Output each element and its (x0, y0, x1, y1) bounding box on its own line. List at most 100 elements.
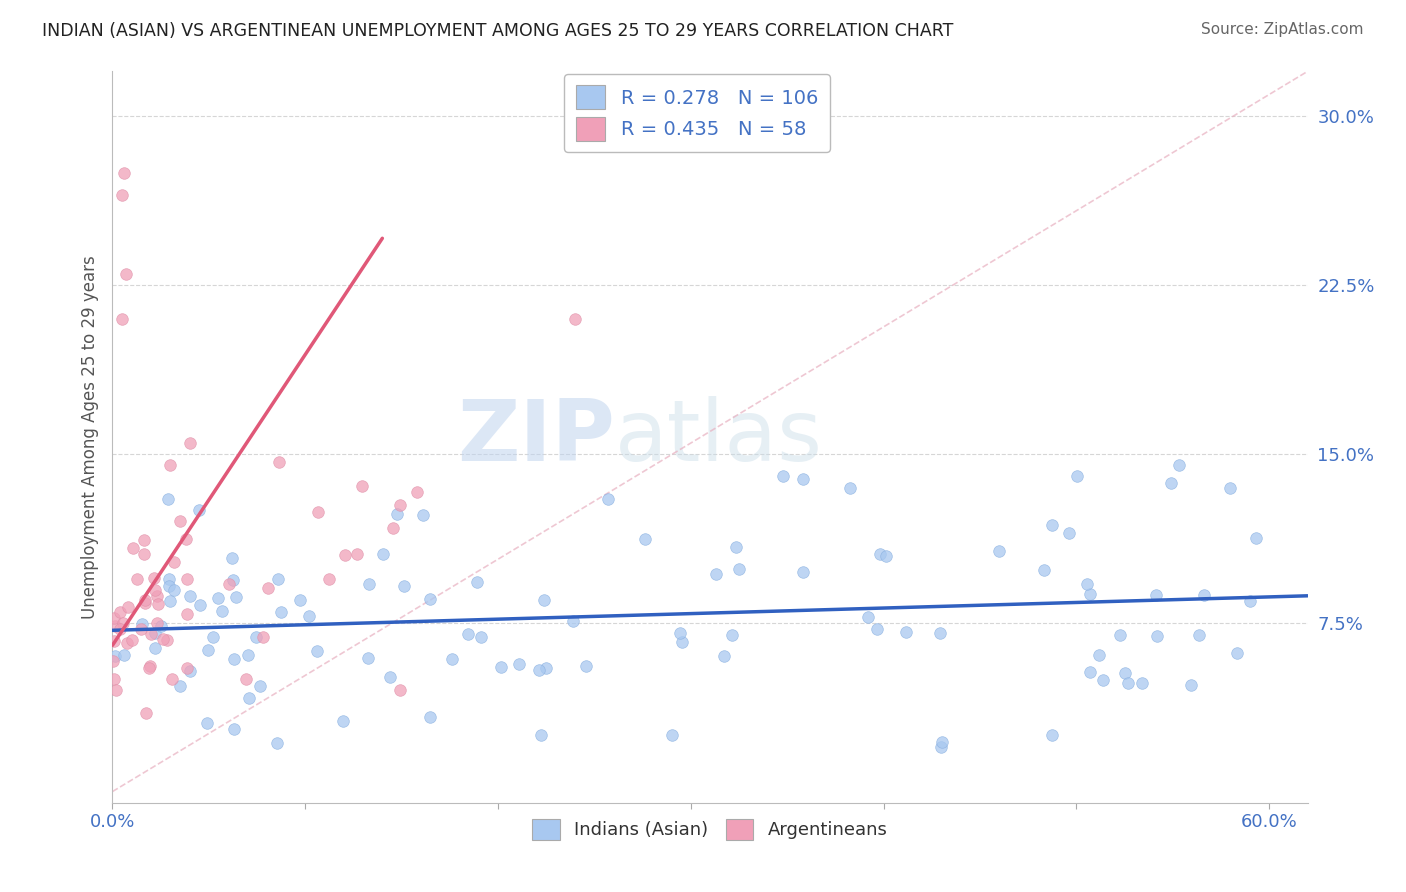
Point (222, 652, 245, 666)
Point (110, 606, 132, 620)
Point (121, 541, 143, 555)
Point (1144, 588, 1167, 602)
Point (225, 590, 247, 604)
Point (176, 607, 198, 621)
Point (176, 572, 198, 586)
Point (179, 435, 201, 450)
Point (134, 547, 156, 561)
Point (266, 736, 288, 750)
Point (127, 572, 149, 586)
Point (104, 619, 127, 633)
Point (134, 596, 156, 610)
Point (174, 532, 197, 546)
Point (159, 458, 181, 473)
Text: Source: ZipAtlas.com: Source: ZipAtlas.com (1201, 22, 1364, 37)
Point (508, 657, 530, 672)
Point (1180, 678, 1202, 692)
Point (929, 739, 952, 754)
Point (112, 648, 135, 662)
Point (270, 605, 292, 619)
Point (1168, 458, 1191, 473)
Point (356, 650, 378, 665)
Point (792, 472, 814, 486)
Point (533, 592, 555, 607)
Point (371, 548, 394, 562)
Point (298, 609, 321, 624)
Point (103, 672, 125, 686)
Point (138, 661, 160, 675)
Point (575, 658, 598, 673)
Point (412, 508, 434, 522)
Point (350, 478, 373, 492)
Text: ZIP: ZIP (457, 395, 614, 479)
Point (1108, 627, 1130, 641)
Point (1188, 628, 1211, 642)
Point (188, 598, 211, 612)
Point (179, 665, 201, 679)
Point (249, 679, 271, 693)
Point (382, 521, 405, 535)
Point (150, 618, 173, 632)
Point (121, 633, 143, 648)
Point (596, 491, 619, 506)
Text: atlas: atlas (614, 395, 823, 479)
Point (530, 728, 553, 742)
Point (152, 632, 174, 646)
Point (162, 672, 184, 686)
Point (143, 640, 166, 655)
Point (1042, 518, 1064, 533)
Point (307, 506, 329, 520)
Point (143, 583, 166, 598)
Point (163, 555, 186, 569)
Point (1066, 469, 1088, 483)
Point (267, 455, 290, 469)
Point (169, 515, 191, 529)
Point (201, 630, 224, 644)
Point (489, 660, 512, 674)
Point (1226, 647, 1249, 661)
Point (1033, 563, 1056, 577)
Point (634, 533, 657, 547)
Point (235, 672, 257, 686)
Point (728, 561, 751, 575)
Point (103, 654, 125, 668)
Point (838, 481, 860, 495)
Point (1057, 526, 1080, 541)
Point (929, 625, 952, 640)
Point (111, 188, 134, 202)
Point (157, 572, 180, 586)
Point (163, 582, 186, 597)
Point (529, 663, 551, 677)
Text: INDIAN (ASIAN) VS ARGENTINEAN UNEMPLOYMENT AMONG AGES 25 TO 29 YEARS CORRELATION: INDIAN (ASIAN) VS ARGENTINEAN UNEMPLOYME… (42, 22, 953, 40)
Point (1244, 531, 1267, 545)
Point (1080, 665, 1102, 679)
Legend: Indians (Asian), Argentineans: Indians (Asian), Argentineans (523, 810, 897, 848)
Point (389, 683, 412, 698)
Point (103, 611, 125, 625)
Point (562, 614, 585, 628)
Y-axis label: Unemployment Among Ages 25 to 29 years: Unemployment Among Ages 25 to 29 years (80, 255, 98, 619)
Point (465, 574, 488, 589)
Point (457, 627, 479, 641)
Point (1087, 648, 1109, 662)
Point (1160, 475, 1182, 490)
Point (1239, 594, 1261, 608)
Point (1192, 588, 1215, 602)
Point (142, 571, 165, 585)
Point (135, 706, 157, 720)
Point (406, 484, 429, 499)
Point (139, 626, 162, 640)
Point (470, 630, 492, 644)
Point (218, 577, 240, 591)
Point (221, 550, 243, 565)
Point (346, 548, 368, 562)
Point (875, 549, 897, 563)
Point (419, 592, 441, 607)
Point (117, 600, 139, 615)
Point (131, 617, 153, 632)
Point (211, 604, 233, 618)
Point (146, 589, 169, 603)
Point (869, 548, 891, 562)
Point (145, 616, 167, 631)
Point (159, 594, 181, 608)
